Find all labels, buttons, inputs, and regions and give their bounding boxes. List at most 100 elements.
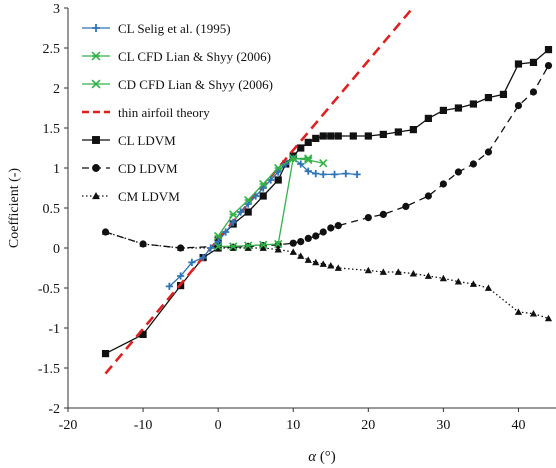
data-point [499, 90, 508, 98]
legend-entry-3: CD CFD Lian & Shyy (2006) [82, 77, 273, 92]
data-point [514, 60, 523, 68]
data-point [544, 62, 553, 70]
data-point [409, 270, 417, 277]
x-tick-label: -10 [134, 418, 153, 433]
series-1 [165, 154, 361, 290]
legend-label: CL LDVM [118, 133, 176, 148]
data-point [101, 350, 110, 358]
legend-label: CM LDVM [118, 189, 180, 204]
data-point [514, 308, 523, 315]
data-point [274, 168, 282, 176]
y-tick-label: 2.5 [43, 42, 61, 57]
data-point [439, 274, 447, 282]
data-point [289, 154, 298, 163]
data-point [327, 262, 335, 269]
data-point [229, 218, 237, 226]
data-point [304, 234, 312, 242]
data-point [454, 104, 462, 112]
data-point [199, 254, 207, 262]
x-axis-label-unit: (°) [320, 449, 336, 465]
legend-label: CD LDVM [118, 161, 178, 176]
data-point [469, 160, 478, 168]
data-point [544, 314, 553, 322]
y-tick-label: -1 [48, 322, 60, 337]
data-point [379, 130, 387, 138]
data-point [304, 167, 312, 175]
data-point [297, 144, 305, 152]
data-point [330, 170, 339, 178]
data-point [188, 258, 196, 266]
data-point [244, 195, 253, 205]
data-point [409, 126, 417, 134]
x-tick-label: 20 [361, 418, 375, 433]
data-point [312, 170, 320, 178]
data-point [139, 330, 147, 338]
data-point [267, 176, 275, 184]
data-point [244, 208, 252, 216]
data-point [229, 210, 238, 219]
legend-entry-6: CD LDVM [82, 161, 178, 176]
data-point [213, 242, 223, 251]
legend-entry-5: CL LDVM [82, 133, 176, 148]
y-tick-label: 2 [53, 82, 60, 97]
series-line [105, 231, 549, 320]
data-point [214, 238, 222, 246]
data-point [92, 24, 100, 32]
legend-label: CL CFD Lian & Shyy (2006) [118, 49, 271, 64]
data-point [252, 192, 260, 200]
data-point [92, 136, 100, 144]
data-point [244, 241, 253, 250]
data-point [259, 244, 267, 251]
data-point [469, 100, 478, 108]
data-point [229, 242, 238, 251]
data-point [529, 310, 538, 317]
data-point [439, 106, 447, 114]
data-point [394, 128, 402, 136]
data-point [244, 244, 252, 251]
legend: CL Selig et al. (1995) CL CFD Lian & Shyy… [82, 21, 273, 204]
y-tick-label: -2 [48, 402, 60, 417]
legend-label: thin airfoil theory [118, 105, 210, 120]
legend-label: CL Selig et al. (1995) [118, 21, 231, 36]
data-point [91, 51, 101, 61]
data-point [304, 138, 312, 146]
data-point [244, 200, 252, 208]
data-point [379, 210, 387, 218]
x-tick-label: 0 [215, 418, 222, 433]
data-point [334, 132, 342, 140]
data-point [259, 184, 267, 192]
data-point [304, 154, 313, 163]
data-point [92, 164, 100, 172]
data-point [514, 102, 523, 110]
data-point [101, 228, 110, 235]
data-point [327, 224, 335, 232]
data-point [259, 240, 268, 249]
data-point [544, 46, 553, 54]
data-point [424, 192, 432, 200]
data-point [274, 176, 282, 184]
x-tick-label: -20 [59, 418, 78, 433]
data-point [327, 132, 335, 140]
data-point [484, 94, 493, 102]
data-point [274, 246, 282, 253]
y-tick-label: 0.5 [43, 202, 61, 217]
data-point [364, 266, 372, 274]
data-point [454, 168, 462, 176]
legend-entry-7: CM LDVM [82, 189, 180, 204]
data-point [334, 222, 342, 230]
legend-label: CD CFD Lian & Shyy (2006) [118, 77, 273, 92]
data-point [424, 114, 432, 122]
data-point [424, 272, 432, 279]
data-point [484, 284, 493, 291]
y-tick-label: 1 [53, 162, 60, 177]
data-point [177, 272, 185, 280]
data-point [259, 179, 268, 189]
data-point [364, 132, 372, 140]
data-point [529, 58, 538, 66]
plot-area [101, 7, 553, 375]
data-point [353, 170, 361, 178]
series-2 [213, 154, 313, 241]
data-point [319, 228, 327, 236]
y-tick-label: 3 [53, 2, 60, 17]
